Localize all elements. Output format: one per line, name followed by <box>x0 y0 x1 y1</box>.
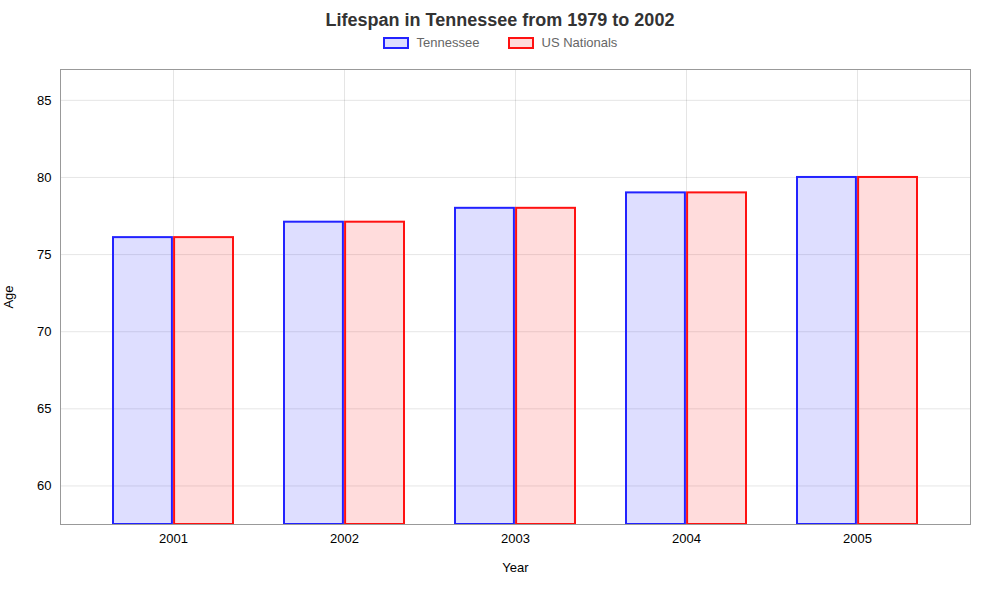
svg-text:65: 65 <box>37 401 51 416</box>
svg-text:Year: Year <box>502 560 529 575</box>
html-text:Tennessee: Tennessee <box>416 35 480 50</box>
svg-text:2002: 2002 <box>330 531 359 546</box>
svg-text:85: 85 <box>37 93 51 108</box>
svg-text:70: 70 <box>37 324 51 339</box>
svg-text:80: 80 <box>37 170 51 185</box>
svg-text:2005: 2005 <box>843 531 872 546</box>
svg-text:75: 75 <box>37 247 51 262</box>
svg-text:60: 60 <box>37 478 51 493</box>
svg-text:Age: Age <box>1 285 16 308</box>
html-text:Lifespan in Tennessee from 197: Lifespan in Tennessee from 1979 to 2002 <box>325 10 675 30</box>
svg-text:2004: 2004 <box>672 531 701 546</box>
svg-text:2001: 2001 <box>159 531 188 546</box>
html-text:US Nationals: US Nationals <box>541 35 618 50</box>
svg-text:2003: 2003 <box>501 531 530 546</box>
